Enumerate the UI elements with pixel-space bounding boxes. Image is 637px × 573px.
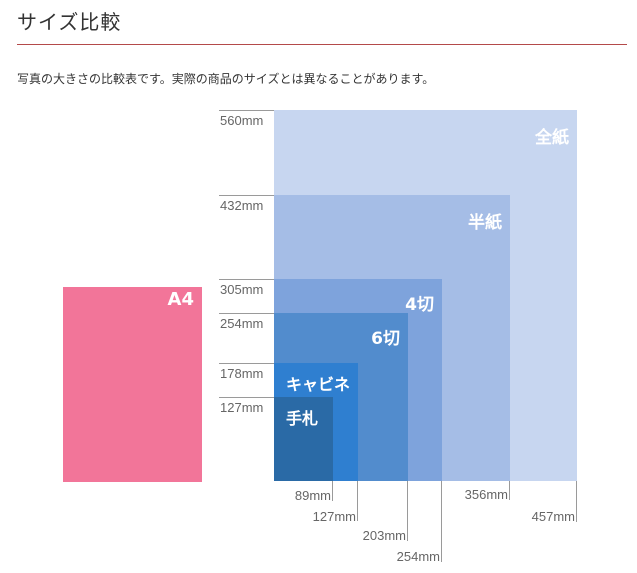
page-description: 写真の大きさの比較表です。実際の商品のサイズとは異なることがあります。 xyxy=(17,72,435,86)
height-guide-tefuda xyxy=(219,397,274,398)
width-label-mutsugiri: 203mm xyxy=(362,528,406,543)
height-guide-yotsugiri xyxy=(219,279,274,280)
height-guide-mutsugiri xyxy=(219,313,274,314)
height-label-cabinet: 178mm xyxy=(220,366,264,381)
width-guide-zenshi xyxy=(576,481,577,522)
size-box-tefuda xyxy=(274,397,333,481)
height-label-zenshi: 560mm xyxy=(220,113,264,128)
width-label-hanshi: 356mm xyxy=(464,487,508,502)
height-label-hanshi: 432mm xyxy=(220,198,264,213)
size-name-hanshi: 半紙 xyxy=(468,213,502,233)
width-label-cabinet: 127mm xyxy=(312,509,356,524)
size-name-mutsugiri: 6切 xyxy=(371,329,400,349)
width-guide-cabinet xyxy=(357,481,358,521)
height-guide-hanshi xyxy=(219,195,274,196)
width-label-zenshi: 457mm xyxy=(531,509,575,524)
height-label-yotsugiri: 305mm xyxy=(220,282,264,297)
width-guide-yotsugiri xyxy=(441,481,442,562)
width-guide-hanshi xyxy=(509,481,510,500)
reference-name-a4: A4 xyxy=(167,289,194,310)
size-name-yotsugiri: 4切 xyxy=(405,295,434,315)
size-name-tefuda: 手札 xyxy=(286,409,319,428)
height-label-tefuda: 127mm xyxy=(220,400,264,415)
width-guide-tefuda xyxy=(332,481,333,501)
reference-box-a4 xyxy=(63,287,202,482)
width-label-yotsugiri: 254mm xyxy=(396,549,440,564)
width-label-tefuda: 89mm xyxy=(294,488,331,503)
size-name-zenshi: 全紙 xyxy=(535,128,569,148)
height-label-mutsugiri: 254mm xyxy=(220,316,264,331)
height-guide-zenshi xyxy=(219,110,274,111)
width-guide-mutsugiri xyxy=(407,481,408,541)
title-divider xyxy=(17,44,627,45)
page-title: サイズ比較 xyxy=(17,10,122,34)
size-name-cabinet: キャビネ xyxy=(286,375,351,394)
height-guide-cabinet xyxy=(219,363,274,364)
